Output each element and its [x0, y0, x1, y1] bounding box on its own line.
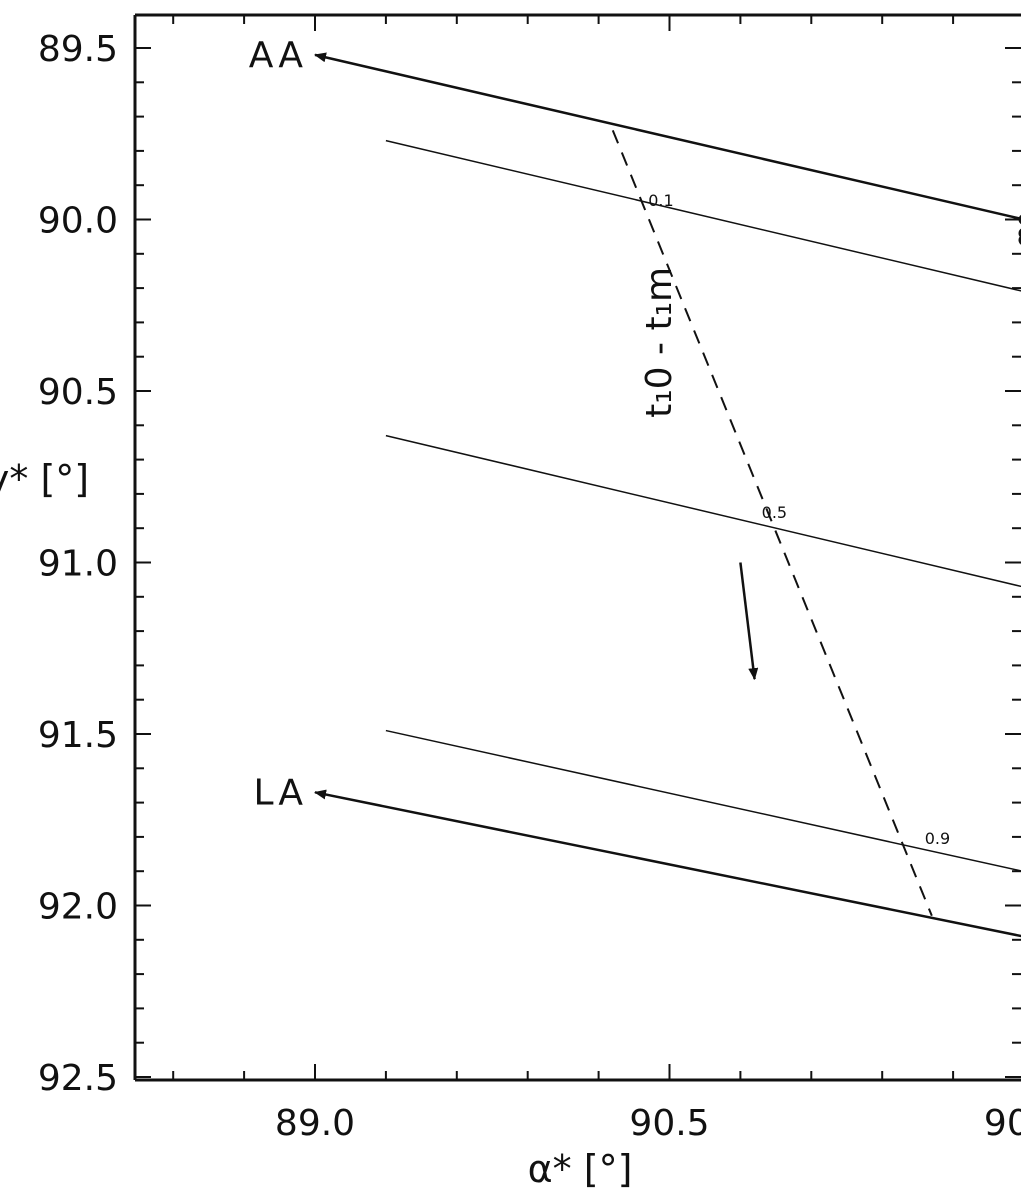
endmember-arrow-line: [314, 789, 1021, 938]
x-axis-title: α* [°]: [528, 1147, 633, 1191]
iso-order-label: 0.9: [925, 829, 950, 848]
endmember-arrow-line: [314, 52, 1021, 221]
chart-lines: [314, 52, 1021, 938]
y-tick-label: 92.0: [38, 887, 118, 928]
iso-order-line: [385, 729, 1021, 872]
y-tick-label: 89.5: [38, 29, 118, 70]
y-tick-label: 91.0: [38, 544, 118, 585]
ordering-dashed-label: t₁0 - t₁m: [639, 267, 680, 418]
data-point: [1018, 214, 1021, 225]
iso-order-line: [385, 434, 1021, 588]
direction-arrow: [739, 562, 759, 681]
iso-order-label: 0.1: [648, 191, 673, 210]
y-tick-label: 90.5: [38, 372, 118, 413]
y-tick-label: 91.5: [38, 715, 118, 756]
iso-order-label: 0.5: [762, 503, 787, 522]
data-point: [1018, 235, 1021, 245]
data-point: [1018, 228, 1021, 238]
x-tick-label: 90.5: [629, 1103, 709, 1144]
x-tick-label: 90.0: [984, 1103, 1021, 1144]
ordering-dashed-line: [611, 129, 933, 917]
data-points: [1018, 214, 1021, 245]
y-tick-label: 92.5: [38, 1058, 118, 1099]
y-tick-label: 90.0: [38, 201, 118, 242]
axes: 89.5 90.0 90.5 91.0 91.5 92.0 92.5 89.0 90.5 90.0…: [38, 13, 1021, 1144]
endmember-label: LA: [253, 772, 307, 813]
iso-order-line: [385, 139, 1021, 292]
x-tick-label: 89.0: [275, 1103, 355, 1144]
y-axis-title: γ* [°]: [0, 457, 89, 501]
endmember-label: AA: [249, 35, 307, 76]
